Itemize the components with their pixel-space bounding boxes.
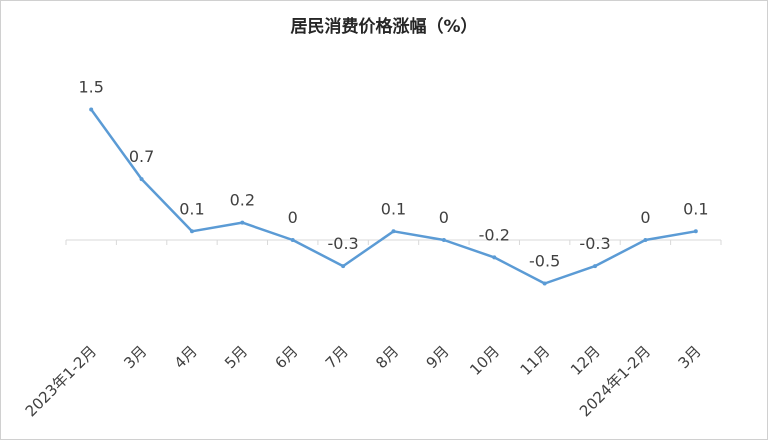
data-point: [693, 229, 698, 234]
series-line: [89, 108, 698, 285]
data-point: [89, 107, 94, 112]
data-label: 1.5: [78, 78, 103, 97]
data-label: 0.7: [129, 147, 154, 166]
data-label: -0.3: [579, 234, 610, 253]
data-point: [593, 264, 598, 269]
x-tick-label: 7月: [322, 342, 352, 372]
data-label: 0: [640, 208, 650, 227]
data-point: [341, 264, 346, 269]
data-label: 0.1: [381, 199, 406, 218]
x-tick-label: 6月: [271, 342, 301, 372]
data-label: -0.5: [529, 252, 560, 271]
data-point: [189, 229, 194, 234]
data-label: 0.1: [683, 199, 708, 218]
x-tick-label: 3月: [675, 342, 705, 372]
x-tick-label: 2023年1-2月: [22, 342, 100, 420]
x-tick-label: 4月: [171, 342, 201, 372]
data-label: 0.1: [179, 199, 204, 218]
data-label: 0: [288, 208, 298, 227]
x-tick-label: 12月: [567, 342, 604, 379]
data-label: -0.3: [328, 234, 359, 253]
data-label: -0.2: [479, 225, 510, 244]
data-point: [290, 238, 295, 242]
data-point: [391, 229, 396, 234]
data-point: [542, 281, 547, 286]
x-tick-label: 3月: [120, 342, 150, 372]
data-label: 0: [439, 208, 449, 227]
chart-title: 居民消费价格涨幅（%）: [290, 17, 478, 37]
data-point: [441, 238, 446, 242]
data-point: [139, 177, 144, 182]
data-point: [240, 220, 245, 225]
x-tick-label: 9月: [423, 342, 453, 372]
x-tick-label: 5月: [221, 342, 251, 372]
data-label: 0.2: [230, 191, 255, 210]
data-point: [492, 255, 497, 260]
x-tick-label: 11月: [517, 342, 554, 379]
x-tick-label: 10月: [466, 342, 503, 379]
data-point: [643, 238, 648, 242]
x-tick-label: 8月: [372, 342, 402, 372]
